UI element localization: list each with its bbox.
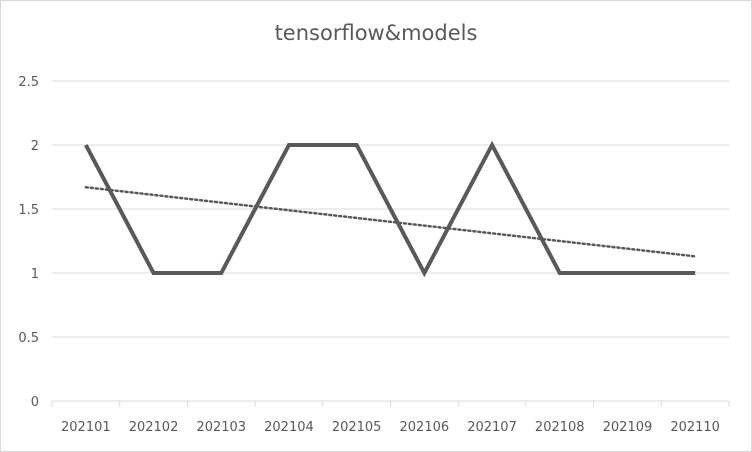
x-tick-label: 202105 [332, 420, 382, 435]
x-tick-label: 202110 [670, 420, 720, 435]
x-tick-label: 202107 [467, 420, 517, 435]
x-tick-label: 202106 [400, 420, 450, 435]
x-tick-label: 202108 [535, 420, 585, 435]
x-tick-label: 202103 [196, 420, 246, 435]
chart-title: tensorflow&models [274, 21, 478, 45]
x-tick-label: 202101 [61, 420, 111, 435]
series-line [84, 140, 696, 278]
trendline [84, 185, 697, 258]
y-tick-label: 0.5 [18, 331, 39, 346]
x-tick-label: 202104 [264, 420, 314, 435]
y-tick-label: 2.5 [18, 75, 39, 90]
x-tick-label: 202102 [129, 420, 179, 435]
y-tick-label: 1.5 [18, 203, 39, 218]
x-tick-label: 202109 [603, 420, 653, 435]
y-tick-label: 2 [31, 139, 39, 154]
y-tick-label: 1 [31, 267, 39, 282]
y-tick-label: 0 [31, 395, 39, 410]
